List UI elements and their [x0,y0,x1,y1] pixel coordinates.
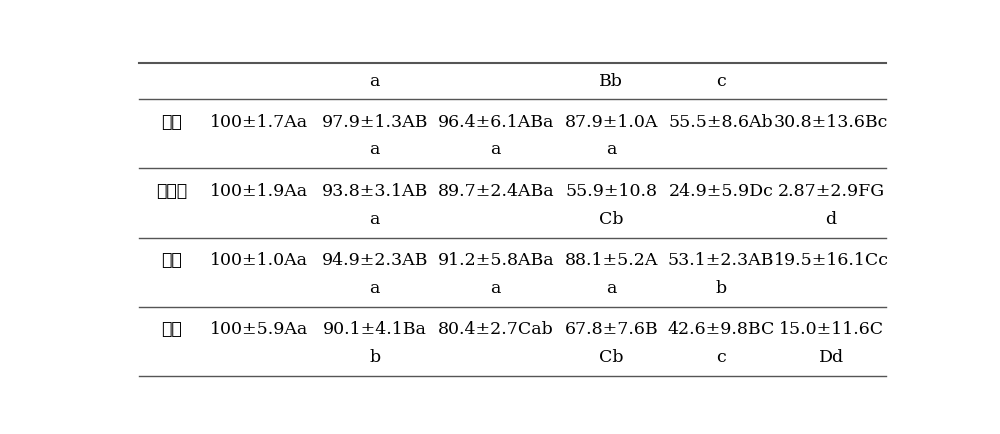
Text: 96.4±6.1ABa: 96.4±6.1ABa [438,113,554,130]
Text: a: a [370,73,380,90]
Text: 90.1±4.1Ba: 90.1±4.1Ba [323,321,427,338]
Text: b: b [716,279,727,296]
Text: 93.8±3.1AB: 93.8±3.1AB [322,182,428,200]
Text: 惊喜: 惊喜 [161,252,182,269]
Text: 55.9±10.8: 55.9±10.8 [565,182,657,200]
Text: c: c [716,349,726,365]
Text: b: b [369,349,380,365]
Text: a: a [606,279,616,296]
Text: 91.2±5.8ABa: 91.2±5.8ABa [437,252,554,269]
Text: a: a [491,141,501,158]
Text: 三得利: 三得利 [156,182,187,200]
Text: a: a [370,141,380,158]
Text: d: d [826,210,837,227]
Text: 55.5±8.6Ab: 55.5±8.6Ab [669,113,773,130]
Text: 94.9±2.3AB: 94.9±2.3AB [322,252,428,269]
Text: 53.1±2.3AB: 53.1±2.3AB [668,252,774,269]
Text: 89.7±2.4ABa: 89.7±2.4ABa [437,182,554,200]
Text: 德宝: 德宝 [161,113,182,130]
Text: 19.5±16.1Cc: 19.5±16.1Cc [774,252,889,269]
Text: 100±1.9Aa: 100±1.9Aa [210,182,308,200]
Text: 100±1.7Aa: 100±1.7Aa [210,113,308,130]
Text: a: a [370,279,380,296]
Text: c: c [716,73,726,90]
Text: 80.4±2.7Cab: 80.4±2.7Cab [438,321,554,338]
Text: Dd: Dd [819,349,844,365]
Text: 2.87±2.9FG: 2.87±2.9FG [778,182,885,200]
Text: Bb: Bb [599,73,623,90]
Text: 30.8±13.6Bc: 30.8±13.6Bc [774,113,888,130]
Text: 24.9±5.9Dc: 24.9±5.9Dc [669,182,774,200]
Text: 67.8±7.6B: 67.8±7.6B [564,321,658,338]
Text: 100±1.0Aa: 100±1.0Aa [210,252,308,269]
Text: a: a [491,279,501,296]
Text: 100±5.9Aa: 100±5.9Aa [210,321,308,338]
Text: 97.9±1.3AB: 97.9±1.3AB [322,113,428,130]
Text: a: a [606,141,616,158]
Text: 15.0±11.6C: 15.0±11.6C [779,321,884,338]
Text: 87.9±1.0A: 87.9±1.0A [565,113,658,130]
Text: Cb: Cb [599,349,624,365]
Text: a: a [370,210,380,227]
Text: 赛迪: 赛迪 [161,321,182,338]
Text: 42.6±9.8BC: 42.6±9.8BC [667,321,775,338]
Text: 88.1±5.2A: 88.1±5.2A [565,252,658,269]
Text: Cb: Cb [599,210,624,227]
